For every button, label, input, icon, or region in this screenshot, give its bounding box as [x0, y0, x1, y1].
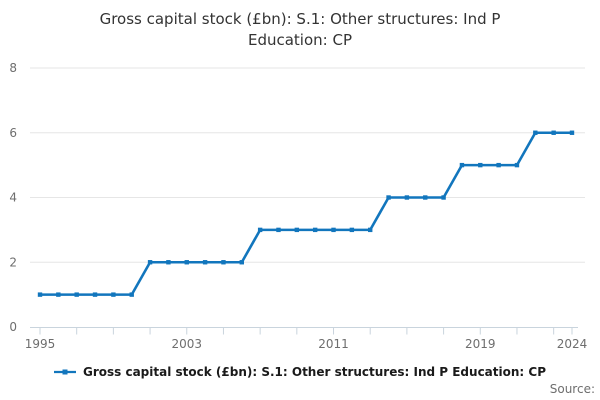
svg-text:8: 8 — [9, 61, 17, 75]
data-point — [312, 227, 318, 233]
data-point — [221, 260, 226, 265]
svg-text:4: 4 — [9, 191, 17, 205]
y-axis-labels: 0 2 4 6 8 — [9, 61, 17, 334]
x-axis-labels: 1995 2003 2011 2019 2024 — [25, 337, 588, 351]
chart-title: Gross capital stock (£bn): S.1: Other st… — [0, 9, 600, 51]
data-point — [533, 130, 538, 135]
data-point — [386, 195, 391, 200]
data-point — [56, 292, 61, 297]
data-point — [111, 292, 116, 297]
data-point — [423, 195, 428, 200]
legend-line-marker-icon — [54, 369, 76, 375]
source-label: Source: — [549, 382, 595, 396]
svg-text:0: 0 — [9, 320, 17, 334]
gridlines — [30, 67, 585, 263]
data-point — [202, 260, 208, 265]
chart-legend: Gross capital stock (£bn): S.1: Other st… — [0, 365, 600, 379]
data-point — [478, 162, 483, 168]
data-point — [257, 227, 263, 233]
svg-text:2019: 2019 — [465, 337, 496, 351]
data-point — [184, 260, 189, 265]
data-line — [38, 131, 574, 296]
data-point — [92, 292, 98, 297]
chart-title-line1: Gross capital stock (£bn): S.1: Other st… — [99, 10, 501, 28]
legend-label: Gross capital stock (£bn): S.1: Other st… — [83, 365, 546, 379]
data-point — [349, 227, 355, 233]
line-chart-canvas: 0 2 4 6 8 1995 2003 2011 2019 2024 — [9, 61, 588, 351]
data-points — [37, 130, 575, 297]
data-point — [74, 292, 79, 297]
x-axis-ticks — [39, 328, 573, 335]
svg-text:2: 2 — [9, 255, 17, 269]
data-point — [129, 292, 134, 297]
data-point — [404, 195, 410, 200]
data-point — [368, 227, 373, 233]
data-point — [276, 227, 281, 233]
data-point — [239, 260, 244, 265]
data-point — [551, 130, 556, 135]
svg-text:1995: 1995 — [25, 337, 56, 351]
data-point — [147, 260, 153, 265]
chart-title-line2: Education: CP — [247, 31, 353, 49]
svg-text:2003: 2003 — [171, 337, 202, 351]
svg-text:2011: 2011 — [318, 337, 349, 351]
data-point — [459, 162, 465, 168]
svg-text:6: 6 — [9, 126, 17, 140]
data-point — [294, 227, 300, 233]
data-point — [569, 130, 575, 135]
svg-text:2024: 2024 — [557, 337, 588, 351]
data-point — [331, 227, 336, 233]
data-point — [37, 292, 43, 297]
data-point — [441, 195, 446, 200]
data-point — [514, 162, 520, 168]
data-point — [166, 260, 171, 265]
data-point — [496, 162, 501, 168]
